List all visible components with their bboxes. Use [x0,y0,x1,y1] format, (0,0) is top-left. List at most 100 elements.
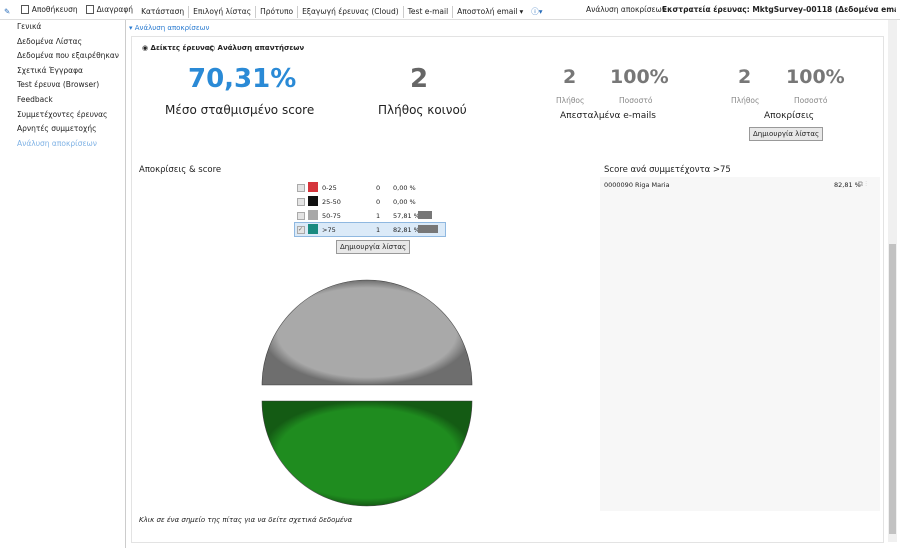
percent-bar [418,225,438,233]
checkbox [297,198,305,206]
color-swatch [308,224,318,234]
legend-row[interactable]: 25-50 0 0,00 % [295,195,445,208]
participant-score: 82,81 % [834,181,861,189]
section-title: Ανάλυση αποκρίσεων [134,24,210,32]
create-list-button[interactable]: Δημιουργία λίστας [336,240,411,254]
range-label: 0-25 [322,184,337,192]
percent-bar [418,211,432,219]
nav-item[interactable]: Γενικά [17,22,42,31]
nav-item[interactable]: Feedback [17,94,53,104]
row-icons[interactable]: ⧉ ⫶ [858,180,867,188]
nav-item[interactable]: Αρνητές συμμετοχής [17,124,97,134]
nav-item[interactable]: Σχετικά Έγγραφα [17,65,83,75]
sent-percent: 100% [610,66,669,88]
separator [452,6,454,18]
count: 1 [376,226,381,234]
icon [20,5,29,14]
checkbox: ✓ [297,226,305,234]
toolbar-button[interactable]: Εξαγωγή έρευνας (Cloud) [298,2,403,21]
separator [402,6,404,18]
audience-value: 2 [410,64,429,94]
view-option-label: Ανάλυση απαντήσεων [217,44,305,52]
participants-list [600,177,880,511]
view-option[interactable]: ○ Ανάλυση απαντήσεων [209,44,305,52]
toolbar-button[interactable]: Test e-mail [404,2,453,21]
response-analysis-link[interactable]: Ανάλυση αποκρίσεων [586,5,666,14]
legend-row[interactable]: 0-25 0 0,00 % [295,181,445,194]
nav-item[interactable]: Ανάλυση αποκρίσεων [17,138,97,148]
sent-count-label: Πλήθος [556,96,585,105]
checkbox [297,212,305,220]
color-swatch [308,196,318,206]
help-button[interactable]: ⓘ▾ [531,7,543,16]
view-option[interactable]: ◉ Δείκτες έρευνας [142,44,214,52]
responses-count: 2 [738,66,752,88]
toolbar-items: Αποθήκευση Διαγραφή Κατάσταση Επιλογή λίστα… [17,5,547,18]
slice-shade [262,401,472,506]
responses-percent-label: Ποσοστό [794,96,828,105]
side-nav: Γενικά Δεδομένα Λίστας Δεδομένα που εξαιρέ… [0,20,126,548]
toolbar-button[interactable]: Πρότυπο [256,2,297,21]
sent-label: Απεσταλμένα e-mails [560,111,656,121]
separator [255,6,257,18]
toolbar-label: Κατάσταση [141,7,185,16]
toolbar-label: Αποστολή email [457,7,518,16]
count: 0 [376,198,381,206]
count: 0 [376,184,381,192]
checkbox [297,184,305,192]
pie-caption: Κλικ σε ένα σημείο της πίτας για να δείτ… [139,516,353,524]
nav-item[interactable]: Δεδομένα που εξαιρέθηκαν [17,51,119,61]
section-header[interactable]: ▾ Ανάλυση αποκρίσεων [129,24,210,32]
record-title: Εκστρατεία έρευνας: MktgSurvey-00118 (Δε… [662,5,896,14]
color-swatch [308,182,318,192]
scroll-thumb[interactable] [889,244,896,534]
responses-label: Αποκρίσεις [764,111,815,121]
dropdown-caret: ▾ [519,7,524,16]
range-label: 25-50 [322,198,341,206]
sent-percent-label: Ποσοστό [619,96,653,105]
toolbar-button[interactable]: Αποστολή email ▾ [453,2,527,21]
toolbar-button[interactable]: Κατάσταση [137,2,188,21]
toolbar-label: Πρότυπο [260,7,294,16]
participant-name[interactable]: 0000090 Riga Maria [604,181,670,189]
separator [188,6,190,18]
audience-label: Πλήθος κοινού [378,103,467,117]
range-label: 50-75 [322,212,341,220]
panel [131,36,884,543]
slice-shade [262,280,472,385]
nav-item[interactable]: Δεδομένα Λίστας [17,36,82,46]
color-swatch [308,210,318,220]
score-label: Μέσο σταθμισμένο score [165,103,315,117]
toolbar-label: Αποθήκευση [31,5,78,14]
toolbar-label: Διαγραφή [96,5,134,14]
pin-icon[interactable]: ✎ [4,7,11,16]
percent: 57,81 % [393,212,420,220]
responses-percent: 100% [786,66,845,88]
toolbar-label: Επιλογή λίστας [193,7,252,16]
nav-item[interactable]: Test έρευνα (Browser) [17,80,100,90]
participants-title: Score ανά συμμετέχοντα >75 [604,165,731,175]
scrollbar[interactable] [888,20,897,542]
separator [297,6,299,18]
legend-row[interactable]: ✓ >75 1 82,81 % [294,222,446,237]
responses-count-label: Πλήθος [731,96,760,105]
toolbar-label: Εξαγωγή έρευνας (Cloud) [302,7,399,16]
score-value: 70,31% [188,64,297,94]
nav-item[interactable]: Συμμετέχοντες έρευνας [17,109,108,119]
count: 1 [376,212,381,220]
toolbar-button[interactable]: Διαγραφή [82,0,137,19]
legend-row[interactable]: 50-75 1 57,81 % [295,209,445,222]
icon [85,5,94,14]
chart-title: Αποκρίσεις & score [139,165,222,175]
toolbar-button[interactable]: Αποθήκευση [17,0,82,19]
toolbar-button[interactable]: Επιλογή λίστας [189,2,255,21]
sent-count: 2 [563,66,577,88]
percent: 82,81 % [393,226,420,234]
create-list-button[interactable]: Δημιουργία λίστας [749,127,824,141]
percent: 0,00 % [393,198,416,206]
toolbar-label: Test e-mail [407,7,449,16]
range-label: >75 [322,226,336,234]
percent: 0,00 % [393,184,416,192]
